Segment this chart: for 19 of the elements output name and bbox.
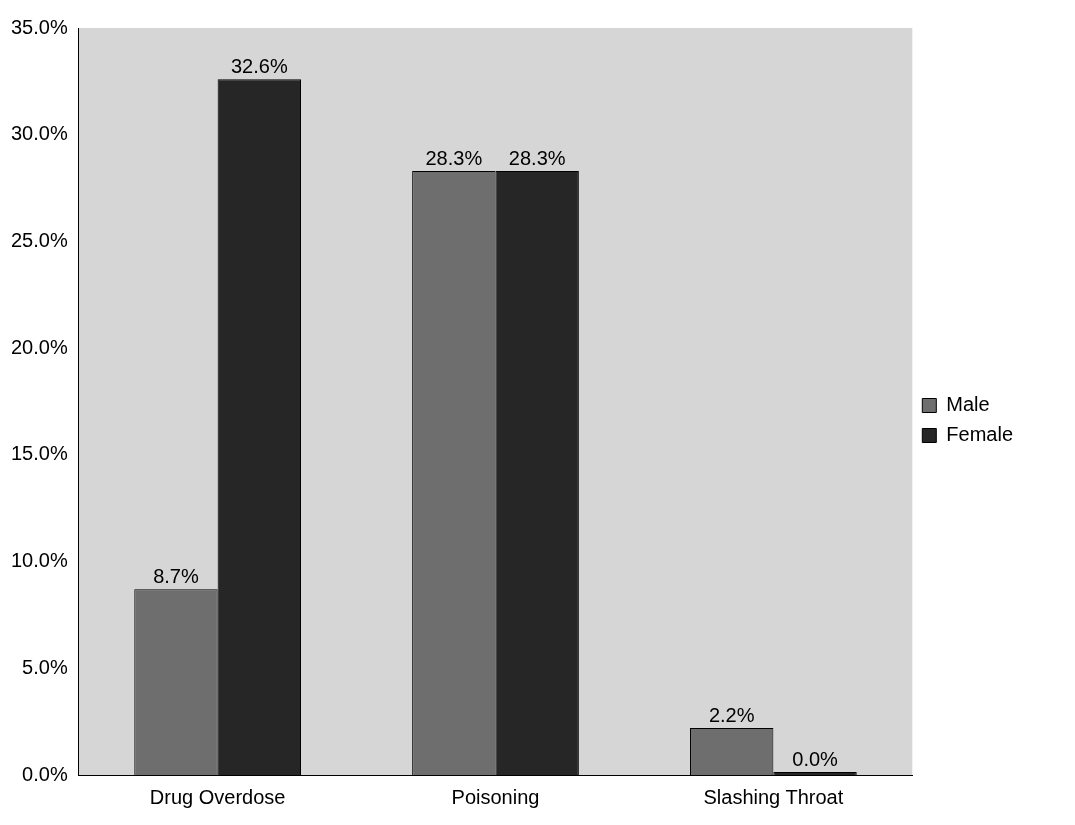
y-tick-label: 0.0% xyxy=(22,762,68,785)
data-label: 32.6% xyxy=(230,54,288,77)
y-tick-label: 25.0% xyxy=(10,228,68,251)
y-tick-label: 15.0% xyxy=(10,442,68,465)
x-tick-label: Slashing Throat xyxy=(703,785,844,808)
y-tick-label: 5.0% xyxy=(22,655,68,678)
data-label: 0.0% xyxy=(792,747,839,770)
y-tick-label: 10.0% xyxy=(10,549,68,572)
data-label: 28.3% xyxy=(425,146,483,169)
data-label: 8.7% xyxy=(153,564,199,587)
data-label: 28.3% xyxy=(508,146,566,169)
data-label: 2.2% xyxy=(708,703,755,726)
x-tick-label: Poisoning xyxy=(451,785,540,808)
x-tick-label: Drug Overdose xyxy=(149,785,286,808)
y-tick-label: 30.0% xyxy=(10,122,68,145)
y-tick-label: 20.0% xyxy=(10,335,68,358)
legend-label: Female xyxy=(946,423,1014,446)
legend-label: Male xyxy=(946,393,990,416)
y-tick-label: 35.0% xyxy=(10,15,68,38)
